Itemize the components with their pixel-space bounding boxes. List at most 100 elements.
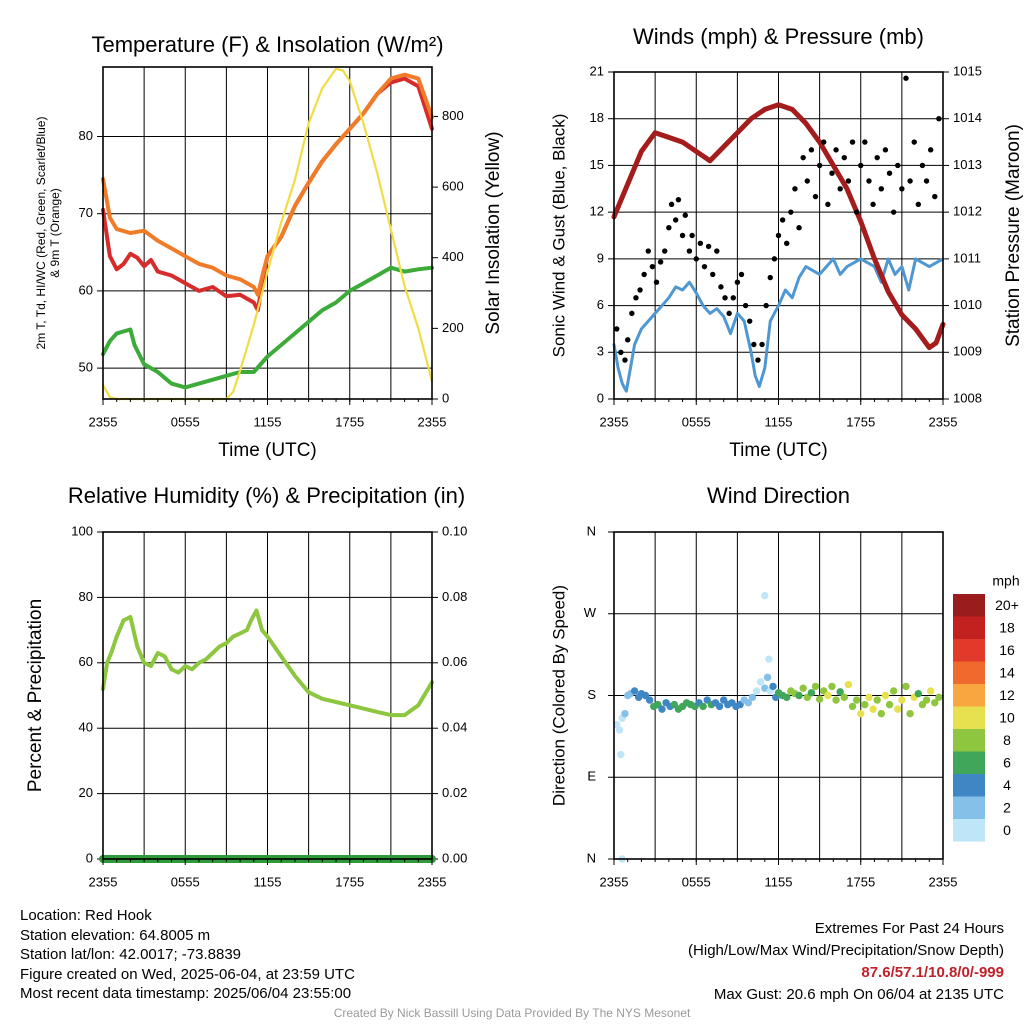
gust-point: [837, 186, 843, 192]
y2-tick-label: 0.06: [442, 654, 467, 669]
y-axis-label: 2m T, Td, HI/WC (Red, Green, Scarlet/Blu…: [34, 117, 48, 350]
legend-swatch: [953, 706, 985, 729]
direction-point: [931, 699, 939, 707]
gust-point: [853, 209, 860, 215]
y-tick-label: E: [587, 769, 596, 784]
x-tick-label: 2355: [929, 414, 958, 429]
y-tick-label: 3: [597, 344, 604, 359]
series-line-relative-humidity: [101, 608, 434, 718]
legend-label: 4: [1003, 777, 1011, 793]
y-tick-label: 0: [86, 850, 93, 865]
gust-point: [637, 287, 643, 293]
gust-point: [751, 341, 757, 348]
direction-point: [873, 696, 881, 704]
y2-tick-label: 0.02: [442, 785, 467, 800]
gust-point: [679, 232, 686, 239]
gust-point: [686, 248, 693, 254]
gust-point: [722, 295, 728, 301]
y-tick-label: W: [584, 605, 597, 620]
station-latlon: Station lat/lon: 42.0017; -73.8839: [20, 946, 242, 963]
gust-point: [870, 201, 876, 208]
y-tick-label: N: [587, 850, 596, 865]
y2-tick-label: 0.10: [442, 523, 467, 538]
x-tick-label: 0555: [682, 874, 711, 889]
gust-point: [701, 263, 708, 270]
direction-point: [914, 689, 923, 698]
direction-point: [799, 684, 807, 692]
y-tick-label: 15: [590, 157, 604, 172]
gust-point: [907, 178, 913, 184]
direction-point: [763, 673, 772, 682]
y2-tick-label: 1013: [953, 157, 982, 172]
legend-label: 18: [999, 619, 1015, 635]
gust-point: [755, 357, 761, 363]
direction-point: [748, 693, 757, 702]
gust-point: [763, 302, 769, 309]
legend-label: 8: [1003, 732, 1011, 748]
direction-point: [881, 691, 890, 700]
legend-unit: mph: [992, 573, 1019, 589]
direction-point: [752, 687, 761, 695]
x-tick-label: 2355: [418, 874, 447, 889]
series-line-sonic-wind: [612, 257, 945, 393]
gust-point: [927, 147, 934, 153]
legend-label: 16: [999, 642, 1015, 658]
direction-point: [894, 705, 902, 713]
gust-point: [759, 341, 765, 348]
y-tick-label: 80: [79, 128, 93, 143]
y2-tick-label: 0: [442, 390, 449, 405]
direction-point: [699, 702, 707, 711]
x-tick-label: 1155: [765, 874, 793, 889]
y-tick-label: N: [587, 523, 596, 538]
chart-title: Wind Direction: [707, 483, 850, 508]
gust-point: [618, 349, 624, 355]
station-elevation: Station elevation: 64.8005 m: [20, 926, 211, 944]
gust-point: [788, 209, 794, 215]
gust-point: [775, 232, 782, 239]
gust-point: [903, 75, 909, 81]
y-tick-label: 40: [79, 720, 93, 735]
gust-point: [697, 240, 704, 246]
recent-timestamp: Most recent data timestamp: 2025/06/04 2…: [20, 985, 352, 1002]
direction-point: [824, 691, 832, 700]
y-axis-label: Direction (Colored By Speed): [549, 585, 568, 806]
credit-line: Created By Nick Bassill Using Data Provi…: [333, 1006, 691, 1020]
gust-point: [771, 256, 778, 262]
y-axis-label: Percent & Precipitation: [25, 599, 46, 792]
station-location: Location: Red Hook: [20, 907, 152, 924]
gust-point: [911, 139, 917, 145]
x-axis-label: Time (UTC): [218, 440, 317, 461]
gust-point: [730, 295, 736, 301]
y2-axis-label: Station Pressure (Maroon): [1003, 124, 1024, 347]
y-tick-label: 100: [71, 523, 93, 538]
gust-point: [742, 302, 749, 309]
legend-label: 12: [999, 687, 1015, 703]
y2-tick-label: 0.04: [442, 720, 467, 735]
gust-point: [779, 217, 786, 223]
direction-point: [898, 696, 906, 704]
y-tick-label: 80: [79, 589, 93, 604]
gust-point: [682, 212, 688, 218]
gust-point: [714, 248, 720, 254]
direction-point: [761, 591, 769, 600]
legend-swatch: [953, 594, 985, 617]
gust-point: [705, 243, 712, 250]
gust-point: [784, 240, 790, 246]
figure-created: Figure created on Wed, 2025-06-04, at 23…: [20, 965, 355, 983]
direction-point: [869, 705, 877, 713]
x-tick-label: 1755: [335, 414, 364, 429]
direction-point: [811, 682, 820, 691]
direction-point: [852, 696, 861, 704]
direction-point: [857, 709, 865, 718]
series-line-station-pressure: [611, 102, 946, 351]
y2-tick-label: 200: [442, 320, 464, 335]
direction-point: [658, 705, 666, 713]
gust-point: [657, 259, 664, 265]
gust-point: [866, 178, 872, 184]
y-tick-label: 12: [590, 204, 604, 219]
legend-label: 14: [999, 664, 1015, 680]
gust-point: [693, 256, 699, 262]
gust-point: [625, 337, 631, 343]
series-line-td: [101, 265, 434, 390]
direction-point: [889, 687, 898, 695]
